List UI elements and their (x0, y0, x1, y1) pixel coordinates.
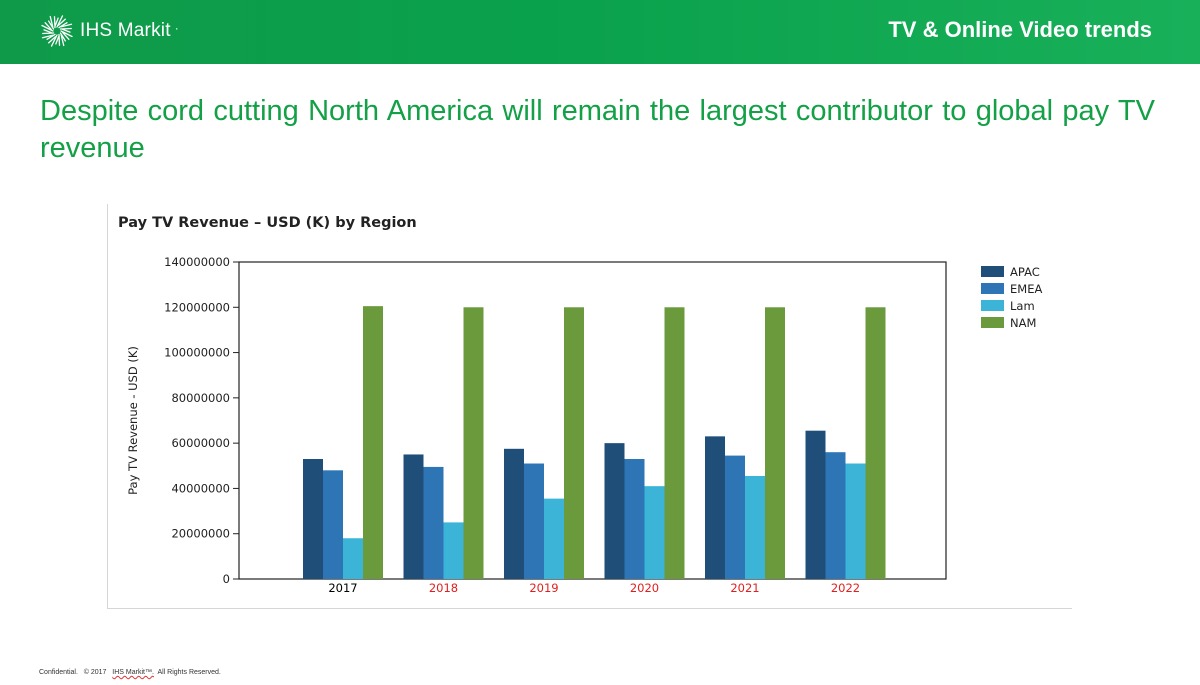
bar-emea-2018 (423, 466, 444, 579)
bar-emea-2020 (624, 458, 645, 579)
legend-label-nam: NAM (1010, 316, 1036, 330)
bar-apac-2019 (504, 448, 524, 579)
y-tick-label: 40000000 (171, 481, 230, 495)
bar-lam-2022 (845, 463, 866, 579)
x-tick-label-2018: 2018 (429, 581, 458, 595)
starburst-logo-icon (41, 15, 73, 47)
bar-apac-2017 (303, 458, 323, 579)
bar-lam-2018 (443, 522, 464, 579)
bar-apac-2021 (705, 436, 725, 579)
y-tick-label: 80000000 (171, 391, 230, 405)
header-bar: IHS Markit · TV & Online Video trends (0, 0, 1200, 64)
slide-headline: Despite cord cutting North America will … (40, 95, 1155, 164)
bar-nam-2021 (765, 307, 785, 579)
chart-panel: Pay TV Revenue – USD (K) by Region 0 20000… (107, 204, 1072, 609)
bar-emea-2021 (725, 455, 745, 579)
x-tick-label-2017: 2017 (328, 581, 357, 595)
legend-swatch-emea (981, 283, 1004, 294)
plot-frame (238, 261, 947, 580)
footer-brand: IHS Markit™. (112, 669, 154, 676)
y-tick-label: 20000000 (171, 527, 230, 541)
bar-apac-2020 (604, 443, 625, 579)
bar-emea-2017 (323, 470, 343, 579)
footer: Confidential. © 2017 IHS Markit™. All Ri… (39, 669, 221, 676)
x-tick-label-2019: 2019 (529, 581, 558, 595)
legend-label-lam: Lam (1010, 299, 1035, 313)
bar-nam-2018 (463, 307, 484, 579)
bar-nam-2020 (664, 307, 685, 579)
ihs-markit-logo[interactable]: IHS Markit · (38, 12, 179, 50)
x-tick-label-2021: 2021 (730, 581, 759, 595)
x-tick-label-2022: 2022 (831, 581, 860, 595)
logo-text: IHS Markit (80, 20, 171, 41)
bar-nam-2022 (865, 307, 886, 579)
bar-lam-2017 (343, 538, 363, 579)
legend-swatch-lam (981, 300, 1004, 311)
y-tick-label: 0 (223, 572, 230, 586)
pay-tv-revenue-chart: Pay TV Revenue – USD (K) by Region 0 20000… (118, 215, 1042, 595)
y-tick-label: 100000000 (164, 346, 230, 360)
chart-title: Pay TV Revenue – USD (K) by Region (118, 215, 417, 231)
logo-mark: · (174, 21, 179, 35)
y-tick-label: 120000000 (164, 300, 230, 314)
bar-emea-2019 (524, 463, 544, 579)
bar-nam-2017 (363, 306, 383, 579)
y-tick-label: 60000000 (171, 436, 230, 450)
legend-label-apac: APAC (1010, 265, 1040, 279)
footer-confidential: Confidential. (39, 669, 78, 676)
section-title: TV & Online Video trends (888, 17, 1152, 42)
legend-label-emea: EMEA (1010, 282, 1042, 296)
bar-emea-2022 (825, 452, 846, 579)
bar-nam-2019 (564, 307, 584, 579)
y-axis-label: Pay TV Revenue - USD (K) (126, 346, 140, 495)
footer-rights: All Rights Reserved. (157, 669, 221, 676)
legend-swatch-nam (981, 317, 1004, 328)
footer-copyright: © 2017 (83, 669, 107, 676)
bar-lam-2019 (544, 498, 564, 579)
bar-apac-2018 (403, 454, 424, 579)
y-tick-label: 140000000 (164, 255, 230, 269)
bar-apac-2022 (805, 430, 826, 579)
legend-swatch-apac (981, 266, 1004, 277)
x-tick-label-2020: 2020 (630, 581, 659, 595)
bar-lam-2020 (644, 486, 665, 579)
bar-lam-2021 (745, 475, 765, 579)
